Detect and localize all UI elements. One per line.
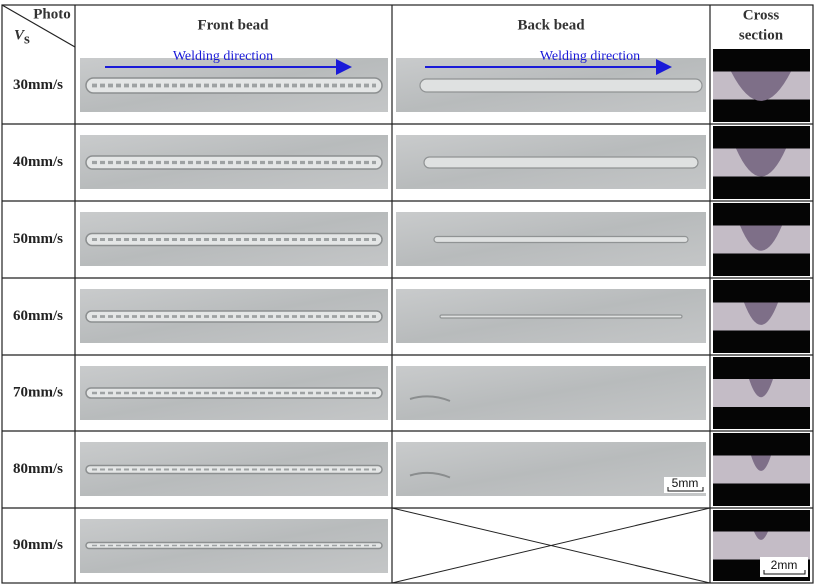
header-photo: Photo — [33, 6, 71, 22]
header-front: Front bead — [198, 17, 270, 33]
row-label: 60mm/s — [13, 308, 63, 324]
front-bead — [85, 77, 383, 94]
scale-label: 2mm — [771, 558, 798, 572]
cross-nugget — [731, 71, 791, 101]
back-mark — [409, 471, 451, 479]
back-bead — [433, 235, 689, 244]
direction-label: Welding direction — [540, 49, 640, 64]
empty-cross — [391, 507, 711, 584]
row-label: 40mm/s — [13, 154, 63, 170]
row-label: 90mm/s — [13, 537, 63, 553]
cross-nugget — [740, 225, 782, 251]
row-label: 80mm/s — [13, 461, 63, 477]
row-label: 70mm/s — [13, 384, 63, 400]
row-label: 30mm/s — [13, 77, 63, 93]
back-bead — [423, 156, 699, 169]
back-photo — [396, 442, 706, 496]
header-vs-sub: s — [24, 31, 30, 47]
header-cross: Cross — [743, 7, 780, 23]
front-bead — [85, 387, 383, 399]
cross-nugget — [736, 148, 786, 177]
scale-bar — [667, 487, 704, 492]
front-bead — [85, 541, 383, 550]
header-back: Back bead — [517, 17, 585, 33]
scale-box — [664, 477, 706, 493]
back-photo — [396, 366, 706, 420]
cross-nugget — [754, 531, 768, 540]
cross-nugget — [744, 302, 778, 325]
scale-box — [760, 557, 808, 577]
cross-nugget — [751, 455, 771, 471]
back-mark — [409, 395, 451, 402]
front-bead — [85, 464, 383, 475]
header-cross: section — [739, 27, 784, 43]
row-label: 50mm/s — [13, 231, 63, 247]
front-bead — [85, 155, 383, 170]
back-bead — [419, 78, 703, 93]
front-bead — [85, 232, 383, 247]
scale-bar — [763, 570, 806, 575]
header-vs: V — [14, 27, 26, 43]
scale-label: 5mm — [672, 476, 699, 490]
direction-label: Welding direction — [173, 49, 273, 64]
cross-nugget — [749, 379, 773, 398]
back-bead — [439, 314, 683, 319]
table-grid — [1, 4, 814, 584]
front-bead — [85, 310, 383, 323]
